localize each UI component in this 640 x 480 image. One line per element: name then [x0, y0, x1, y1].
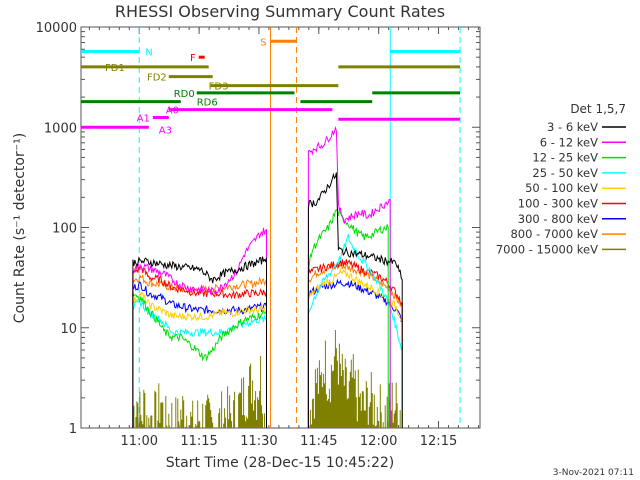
- series-line: [307, 234, 403, 428]
- legend-label: 50 - 100 keV: [525, 181, 598, 195]
- flag-label: RD0: [174, 89, 195, 100]
- flag-label: A0: [166, 106, 179, 117]
- footer-timestamp: 3-Nov-2021 07:11: [553, 468, 634, 478]
- y-tick-label: 1000: [44, 121, 77, 136]
- x-tick-label: 11:30: [240, 434, 277, 449]
- legend-label: 25 - 50 keV: [532, 166, 598, 180]
- series-line: [132, 291, 267, 428]
- x-axis-label: Start Time (28-Dec-15 10:45:22): [166, 455, 394, 471]
- legend-label: 7000 - 15000 keV: [496, 242, 598, 256]
- series-line: [132, 292, 267, 428]
- flag-label: N: [145, 47, 152, 58]
- legend-label: 800 - 7000 keV: [510, 227, 598, 241]
- series-line: [307, 259, 403, 428]
- series-line: [132, 281, 267, 428]
- legend-label: 6 - 12 keV: [540, 135, 598, 149]
- plot-area: 1 10 100 1000 10000 11:00 11:15 11:30 11:45 12:00…: [36, 21, 481, 449]
- flag-label: FD2: [147, 73, 167, 84]
- series-line: [307, 208, 389, 428]
- series-line: [307, 262, 403, 428]
- legend-label: 12 - 25 keV: [532, 151, 598, 165]
- flag-label: FD3: [209, 82, 229, 93]
- x-tick-label: 11:45: [300, 434, 337, 449]
- flag-label: F: [190, 53, 196, 64]
- series-line: [307, 172, 403, 428]
- x-tick-label: 12:00: [360, 434, 397, 449]
- legend-label: 100 - 300 keV: [518, 197, 598, 211]
- series-line: [132, 227, 267, 428]
- y-tick-label: 1: [69, 422, 77, 437]
- legend-title: Det 1,5,7: [570, 102, 626, 116]
- series-line: [307, 267, 403, 428]
- flag-label: S: [260, 37, 266, 48]
- y-axis-label: Count Rate (s⁻¹ detector⁻¹): [12, 133, 28, 323]
- chart-title: RHESSI Observing Summary Count Rates: [115, 2, 445, 21]
- series-line: [132, 264, 267, 428]
- y-tick-label: 10: [60, 322, 77, 337]
- flag-label: RD6: [197, 98, 218, 109]
- series-line: [132, 299, 267, 428]
- flag-label: FD1: [105, 63, 125, 74]
- legend-label: 300 - 800 keV: [518, 212, 598, 226]
- x-tick-label: 12:15: [420, 434, 457, 449]
- y-tick-label: 100: [52, 222, 77, 237]
- x-tick-label: 11:15: [180, 434, 217, 449]
- flag-label: A1: [137, 114, 150, 125]
- legend-label: 3 - 6 keV: [547, 120, 598, 134]
- flag-label: A3: [159, 125, 172, 136]
- series-line: [307, 125, 391, 428]
- series-line: [132, 256, 267, 428]
- x-tick-label: 11:00: [121, 434, 158, 449]
- y-tick-label: 10000: [36, 21, 77, 36]
